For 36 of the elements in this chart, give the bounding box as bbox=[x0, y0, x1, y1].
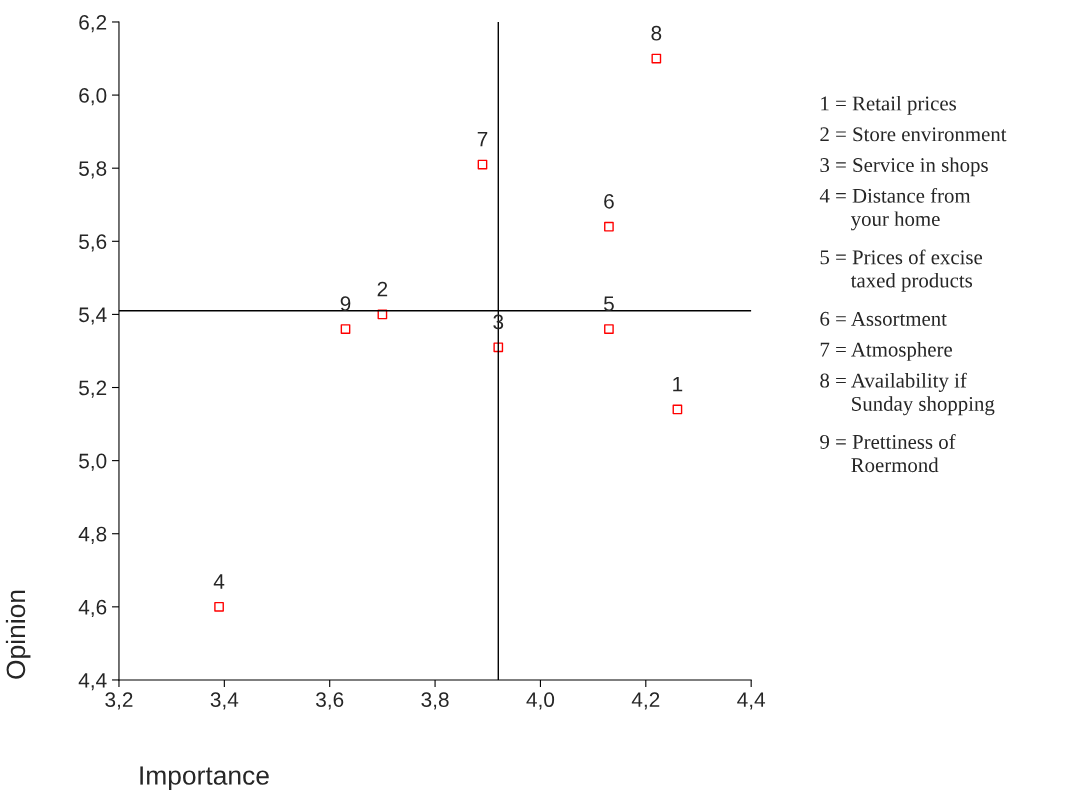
x-tick-label: 3,6 bbox=[316, 692, 344, 710]
annotation: 6 bbox=[604, 193, 614, 209]
text: 5 = Prices of excise taxed products bbox=[820, 249, 983, 292]
text: 6 = Assortment bbox=[820, 311, 947, 326]
text: 9 = Prettiness of Roermond bbox=[820, 434, 956, 473]
annotation: 4 bbox=[213, 574, 225, 589]
y-tick-label: 5,2 bbox=[79, 380, 107, 398]
y-tick-label: 6,2 bbox=[79, 14, 107, 33]
y-tick-label: 4,4 bbox=[78, 673, 107, 691]
x-tick-label: 3,8 bbox=[421, 692, 449, 710]
text: 3 = Service in shops bbox=[820, 157, 988, 177]
text: 4 = Distance from your home bbox=[819, 187, 971, 231]
x-tick-label: 4,0 bbox=[526, 692, 555, 710]
y-axis-title: Opinion bbox=[5, 590, 31, 679]
y-tick-label: 6,0 bbox=[79, 88, 107, 106]
text: 2 = Store environment bbox=[820, 127, 1007, 142]
y-tick-label: 5,8 bbox=[79, 161, 107, 179]
annotation: 1 bbox=[673, 376, 683, 392]
y-tick-label: 4,6 bbox=[78, 599, 107, 618]
y-tick-label: 4,8 bbox=[78, 526, 107, 544]
annotation: 5 bbox=[603, 296, 614, 312]
y-tick-label: 5,0 bbox=[79, 453, 107, 471]
annotation: 2 bbox=[377, 281, 388, 297]
x-tick-label: 3,4 bbox=[210, 692, 239, 710]
annotation: 7 bbox=[477, 131, 488, 147]
x-tick-label: 4,2 bbox=[631, 692, 660, 710]
y-tick-label: 5,4 bbox=[79, 307, 107, 325]
annotation: 8 bbox=[651, 25, 662, 41]
text: 1 = Retail prices bbox=[821, 95, 956, 115]
x-tick-label: 4,4 bbox=[737, 692, 766, 710]
y-tick-label: 5,6 bbox=[79, 234, 107, 252]
text: 8 = Availability if Sunday shopping bbox=[820, 372, 995, 416]
annotation: 9 bbox=[340, 296, 351, 312]
x-tick-label: 3,2 bbox=[105, 692, 133, 710]
text: 7 = Atmosphere bbox=[820, 341, 952, 361]
x-axis-title: Importance bbox=[140, 766, 269, 791]
